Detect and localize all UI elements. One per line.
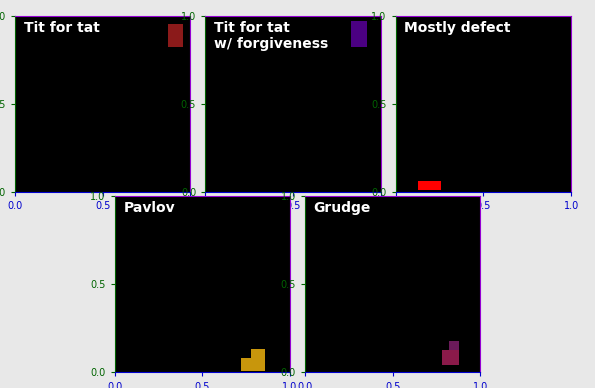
Text: Tit for tat
w/ forgiveness: Tit for tat w/ forgiveness <box>214 21 328 51</box>
Bar <box>351 21 367 47</box>
Bar <box>449 341 459 350</box>
Text: Pavlov: Pavlov <box>123 201 175 215</box>
Bar <box>442 350 459 365</box>
Bar <box>241 359 265 371</box>
Bar <box>168 24 183 47</box>
Text: Mostly defect: Mostly defect <box>405 21 511 35</box>
Bar <box>418 182 441 190</box>
Text: Grudge: Grudge <box>314 201 371 215</box>
Bar <box>252 349 265 359</box>
Text: Tit for tat: Tit for tat <box>24 21 99 35</box>
